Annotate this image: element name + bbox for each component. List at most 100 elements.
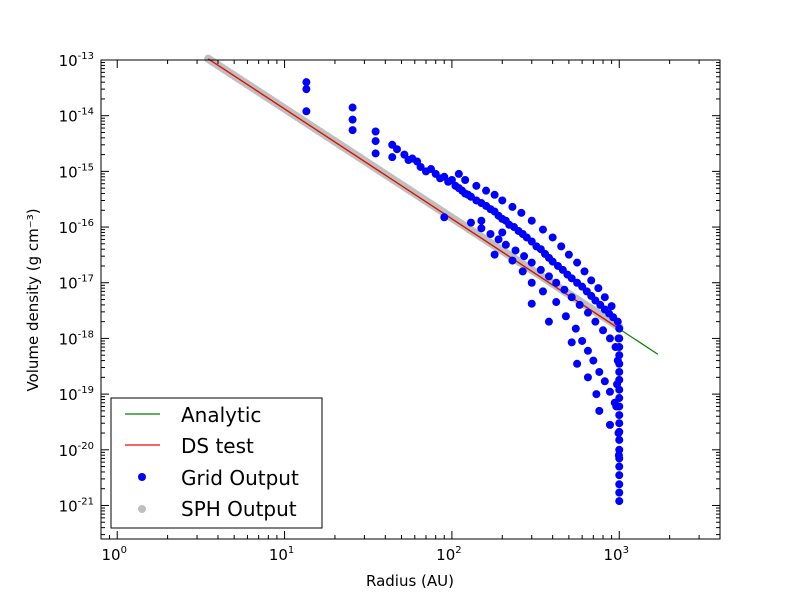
grid-output-point (587, 276, 596, 285)
grid-output-point (595, 367, 604, 376)
grid-output-point (615, 462, 624, 471)
grid-output-point (580, 267, 589, 276)
grid-output-point (302, 78, 311, 87)
grid-output-point (583, 308, 592, 317)
y-tick-label: 10-13 (59, 51, 94, 70)
grid-output-point (501, 240, 510, 249)
grid-output-point (527, 258, 536, 267)
grid-output-point (595, 406, 604, 415)
y-tick-label: 10-18 (59, 329, 94, 348)
grid-output-point (612, 402, 621, 411)
legend-swatch-sph-output (138, 505, 146, 513)
grid-output-point (447, 175, 456, 184)
legend-box (110, 397, 323, 529)
legend-label-sph-output: SPH Output (181, 497, 297, 521)
grid-output-point (508, 202, 517, 211)
grid-output-point (486, 230, 495, 239)
y-tick-label: 10-20 (59, 441, 94, 460)
legend: Analytic DS test Grid Output SPH Output (110, 397, 323, 529)
grid-output-point (591, 317, 600, 326)
grid-output-point (615, 497, 624, 506)
grid-output-point (518, 267, 527, 276)
grid-output-point (552, 298, 561, 307)
grid-output-point (613, 380, 622, 389)
grid-output-points (302, 78, 624, 506)
legend-swatch-grid-output (138, 473, 146, 481)
grid-output-point (517, 208, 526, 217)
grid-output-point (477, 216, 486, 225)
y-tick-label: 10-15 (59, 162, 94, 181)
grid-output-point (615, 488, 624, 497)
grid-output-point (482, 186, 491, 195)
grid-output-point (508, 256, 517, 265)
grid-output-point (527, 278, 536, 287)
grid-output-point (348, 126, 357, 135)
grid-output-point (567, 338, 576, 347)
grid-output-point (371, 149, 380, 158)
grid-output-point (302, 107, 311, 116)
y-tick-label: 10-16 (59, 218, 94, 237)
grid-output-point (615, 411, 624, 420)
grid-output-point (494, 235, 503, 244)
grid-output-point (615, 480, 624, 489)
grid-output-point (615, 471, 624, 480)
grid-output-point (371, 137, 380, 146)
legend-label-ds-test: DS test (181, 434, 254, 458)
grid-output-point (573, 359, 582, 368)
grid-output-point (600, 377, 609, 386)
grid-output-point (600, 293, 609, 302)
grid-output-point (393, 145, 402, 154)
grid-output-point (614, 334, 623, 343)
x-axis-label: Radius (AU) (366, 572, 454, 590)
grid-output-point (472, 181, 481, 190)
grid-output-point (599, 326, 608, 335)
grid-output-point (348, 103, 357, 112)
grid-output-point (615, 394, 624, 403)
y-axis-label: Volume density (g cm⁻³) (24, 208, 42, 391)
y-tick-label: 10-17 (59, 274, 94, 293)
grid-output-point (613, 317, 622, 326)
grid-output-point (557, 242, 566, 251)
x-tick-label: 101 (269, 545, 294, 564)
grid-output-point (548, 233, 557, 242)
grid-output-point (571, 324, 580, 333)
grid-output-point (578, 336, 587, 345)
grid-output-point (605, 334, 614, 343)
grid-output-point (575, 300, 584, 309)
x-tick-label: 103 (604, 545, 629, 564)
grid-output-point (594, 284, 603, 293)
grid-output-point (416, 162, 425, 171)
grid-output-point (560, 285, 569, 294)
grid-output-point (466, 218, 475, 227)
grid-output-point (615, 324, 624, 333)
x-tick-label: 100 (101, 545, 126, 564)
grid-output-point (527, 216, 536, 225)
grid-output-point (573, 258, 582, 267)
grid-output-point (498, 196, 507, 205)
grid-output-point (615, 419, 624, 428)
grid-output-point (348, 115, 357, 124)
grid-output-point (589, 356, 598, 365)
grid-output-point (615, 343, 624, 352)
legend-label-analytic: Analytic (181, 403, 261, 427)
y-tick-label: 10-21 (59, 496, 94, 515)
grid-output-point (538, 225, 547, 234)
grid-output-point (544, 272, 553, 281)
grid-output-point (536, 265, 545, 274)
grid-output-point (538, 287, 547, 296)
ds-test-line (207, 58, 620, 330)
grid-output-point (567, 274, 576, 283)
grid-output-point (527, 299, 536, 308)
grid-output-point (564, 250, 573, 259)
grid-output-point (561, 312, 570, 321)
grid-output-point (607, 302, 616, 311)
grid-output-point (511, 246, 520, 255)
grid-output-point (520, 252, 529, 261)
grid-output-point (605, 387, 614, 396)
grid-output-point (498, 228, 507, 237)
grid-output-point (552, 278, 561, 287)
legend-label-grid-output: Grid Output (181, 466, 299, 490)
grid-output-point (605, 420, 614, 429)
grid-output-point (548, 257, 557, 266)
